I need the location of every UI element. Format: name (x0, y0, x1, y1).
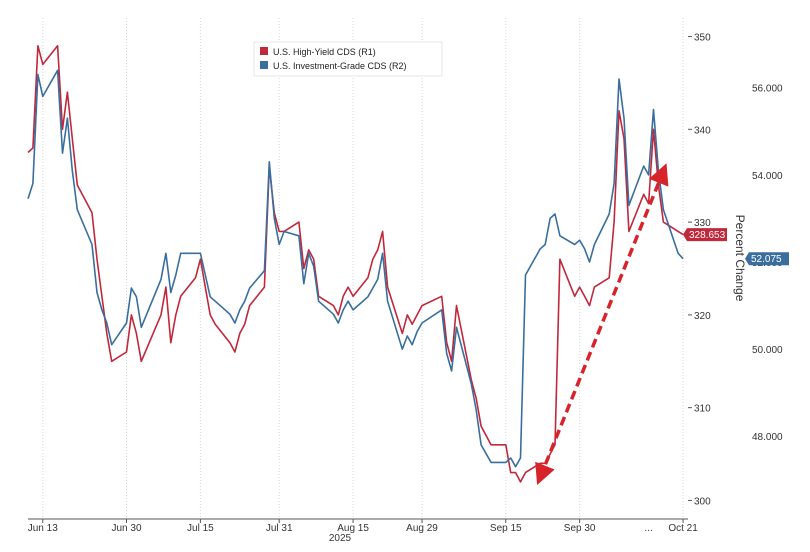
x-tick-label: Sep 30 (564, 523, 596, 534)
y-r1-tick-label: 300 (694, 496, 711, 507)
y-r1-tick-label: 320 (694, 311, 711, 322)
last-value-labels: 328.653 52.075 (683, 228, 789, 266)
y-r2-tick-label: 50.000 (752, 345, 783, 356)
chart-legend: U.S. High-Yield CDS (R1) U.S. Investment… (253, 41, 443, 77)
legend-label-investment-grade: U.S. Investment-Grade CDS (R2) (273, 61, 407, 71)
y-r1-tick-label: 310 (694, 404, 711, 415)
y-r2-tick-label: 54.000 (752, 171, 783, 182)
x-tick-label: Jul 15 (187, 523, 214, 534)
last-value-high-yield-box (683, 228, 727, 242)
x-axis-year-label: 2025 (329, 533, 352, 544)
y-axis-title-right: Percent Change (733, 215, 747, 302)
legend-swatch-high-yield (260, 47, 268, 55)
x-tick-ellipsis: ... (644, 523, 652, 534)
x-tick-label: Jul 31 (266, 523, 293, 534)
x-tick-label: Sep 15 (490, 523, 522, 534)
legend-label-high-yield: U.S. High-Yield CDS (R1) (273, 47, 376, 57)
y-axis-r1: 300 310 320 330 340 350 (688, 33, 711, 507)
last-value-investment-grade-text: 52.075 (751, 254, 782, 265)
vertical-gridlines (42, 18, 684, 519)
x-axis: Jun 13 Jun 30 Jul 15 Jul 31 Aug 15 Aug 29 Sep … (28, 519, 698, 534)
y-r2-tick-label: 48.000 (752, 432, 783, 443)
y-r1-tick-label: 350 (694, 33, 711, 44)
x-tick-label: Jun 13 (28, 523, 58, 534)
legend-swatch-investment-grade (260, 61, 268, 69)
y-r1-tick-label: 330 (694, 218, 711, 229)
x-tick-label: Oct 21 (668, 523, 698, 534)
x-tick-label: Aug 29 (406, 523, 438, 534)
last-value-high-yield-text: 328.653 (689, 230, 726, 241)
x-tick-label: Jun 30 (111, 523, 141, 534)
y-r1-tick-label: 340 (694, 125, 711, 136)
y-r2-tick-label: 56.000 (752, 84, 783, 95)
x-tick-label: Aug 15 (337, 523, 369, 534)
legend-box (253, 41, 443, 77)
last-value-investment-grade-box (745, 252, 789, 266)
